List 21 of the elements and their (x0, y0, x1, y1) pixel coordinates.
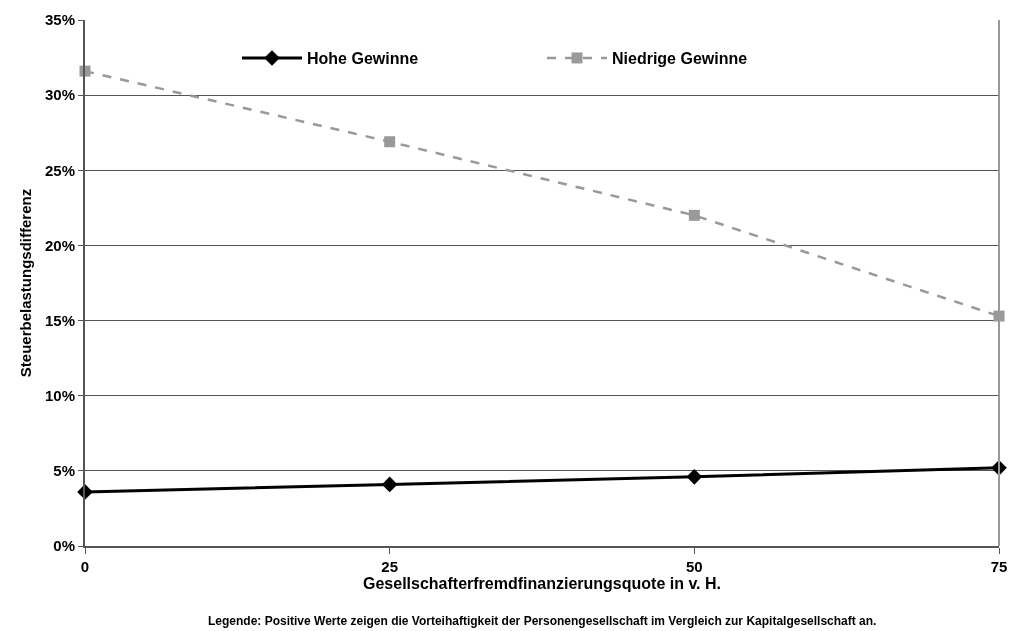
y-tick-label: 10% (44, 386, 75, 404)
y-tick-label: 20% (44, 236, 75, 254)
y-tick-label: 5% (53, 462, 75, 480)
text: Legende: Positive Werte zeigen die Vorteihaftigkeit der Personengesellschaft im Vergleich zur Kapitalgesellschaft an. (208, 614, 877, 628)
y-tick-label: 0% (53, 537, 75, 555)
legend-label: Niedrige Gewinne (612, 50, 748, 68)
point (686, 469, 703, 485)
y-tick-label: 25% (44, 161, 75, 179)
x-tick-label: 75 (990, 558, 1008, 575)
x-tick-label: 25 (381, 558, 399, 575)
y-tick-label: 15% (44, 311, 75, 329)
point (384, 136, 396, 148)
point (381, 476, 398, 493)
point (688, 209, 700, 221)
y-tick-label: 30% (44, 86, 75, 104)
x-axis-title: Gesellschafterfremdfinanzierungsquote in v. H. (363, 575, 721, 592)
legend-label: Hohe Gewinne (307, 50, 419, 68)
y-tick-label: 35% (44, 11, 75, 29)
x-tick-label: 0 (80, 558, 90, 575)
y-axis-title: Steuerbelastungsdifferenz (16, 188, 34, 378)
x-tick-label: 50 (685, 558, 703, 575)
